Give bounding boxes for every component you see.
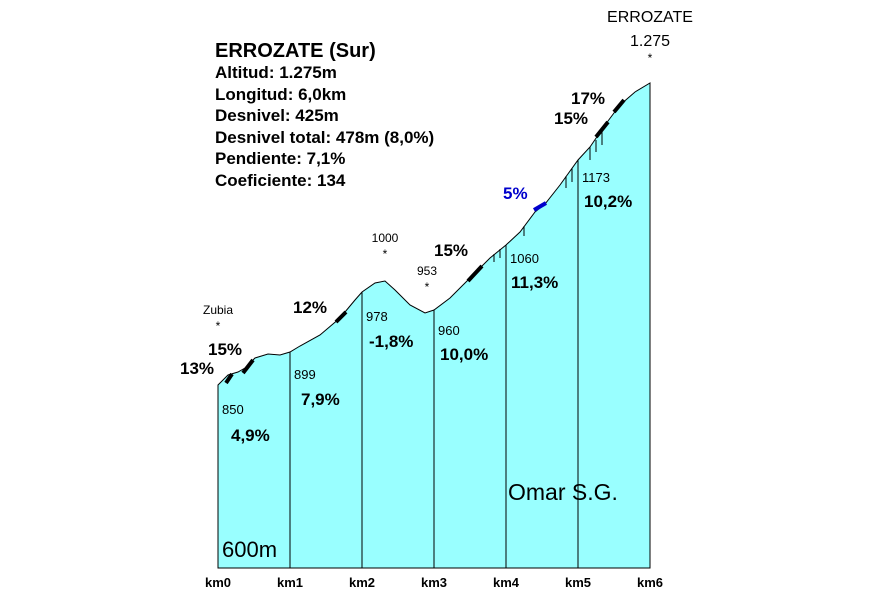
segment-start: 978 bbox=[366, 309, 388, 324]
credit: Omar S.G. bbox=[508, 479, 618, 505]
segment-gradient: 4,9% bbox=[231, 426, 270, 445]
place-name: 953 bbox=[417, 264, 437, 278]
km-label: km3 bbox=[421, 575, 447, 590]
summit-altitude: 1.275 bbox=[630, 33, 670, 50]
segment-gradient: 7,9% bbox=[301, 390, 340, 409]
title: ERROZATE (Sur) bbox=[215, 40, 376, 62]
segment-start: 1060 bbox=[510, 251, 539, 266]
ramp-marks bbox=[224, 98, 626, 385]
segment-start: 960 bbox=[438, 323, 460, 338]
ramp-label: 5% bbox=[503, 184, 528, 203]
km-label: km5 bbox=[565, 575, 591, 590]
stat: Desnivel: 425m bbox=[215, 106, 339, 125]
ramp-label: 15% bbox=[208, 340, 242, 359]
place-name: Zubia bbox=[203, 303, 233, 317]
km-label: km2 bbox=[349, 575, 375, 590]
base-altitude: 600m bbox=[222, 537, 277, 562]
segment-gradient: -1,8% bbox=[369, 332, 413, 351]
segment-start: 1173 bbox=[582, 170, 610, 185]
summit-marker: * bbox=[648, 51, 653, 65]
stat: Pendiente: 7,1% bbox=[215, 149, 345, 168]
stat: Longitud: 6,0km bbox=[215, 85, 346, 104]
place-marker: * bbox=[425, 280, 430, 294]
ramp-label: 12% bbox=[293, 298, 327, 317]
segment-gradient: 11,3% bbox=[511, 273, 558, 292]
stat: Desnivel total: 478m (8,0%) bbox=[215, 128, 434, 147]
place-marker: * bbox=[216, 319, 221, 333]
place-name: 1000 bbox=[372, 231, 399, 245]
stat: Altitud: 1.275m bbox=[215, 63, 337, 82]
km-lines bbox=[289, 130, 603, 568]
ramp-label: 15% bbox=[434, 241, 468, 260]
ramp-label: 15% bbox=[554, 109, 588, 128]
segment-start: 899 bbox=[294, 367, 316, 382]
stat: Coeficiente: 134 bbox=[215, 171, 346, 190]
segment-start: 850 bbox=[222, 402, 244, 417]
summit-name: ERROZATE bbox=[607, 9, 693, 26]
segment-gradient: 10,2% bbox=[584, 192, 632, 211]
place-marker: * bbox=[383, 247, 388, 261]
km-label: km6 bbox=[637, 575, 663, 590]
segment-gradient: 10,0% bbox=[440, 345, 488, 364]
ramp-label: 17% bbox=[571, 89, 605, 108]
ramp-label: 13% bbox=[180, 359, 214, 378]
km-label: km1 bbox=[277, 575, 303, 590]
km-label: km4 bbox=[493, 575, 520, 590]
km-label: km0 bbox=[205, 575, 231, 590]
